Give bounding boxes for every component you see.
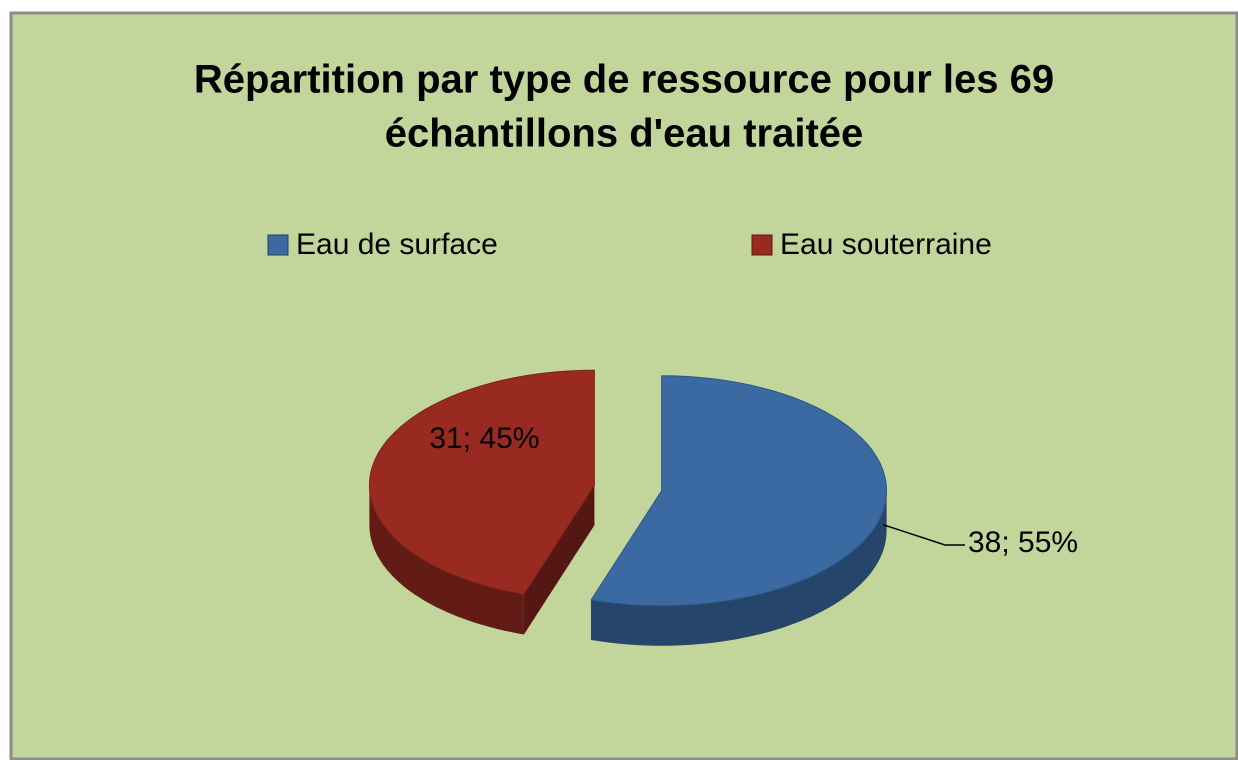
slice-wall [369, 485, 524, 635]
slice-side [523, 485, 595, 635]
legend-swatch [267, 234, 289, 256]
legend-swatch [751, 234, 773, 256]
slice [590, 375, 888, 607]
chart-title-line2: échantillons d'eau traitée [385, 112, 864, 156]
chart-title: Répartition par type de ressource pour l… [194, 58, 1054, 102]
slice [369, 369, 595, 596]
legend-label: Eau de surface [296, 228, 498, 261]
data-label: 31; 45% [429, 422, 539, 455]
data-label: 38; 55% [968, 526, 1078, 559]
leader-line [882, 524, 965, 546]
slice-wall [591, 490, 887, 646]
legend-label: Eau souterraine [780, 228, 992, 261]
